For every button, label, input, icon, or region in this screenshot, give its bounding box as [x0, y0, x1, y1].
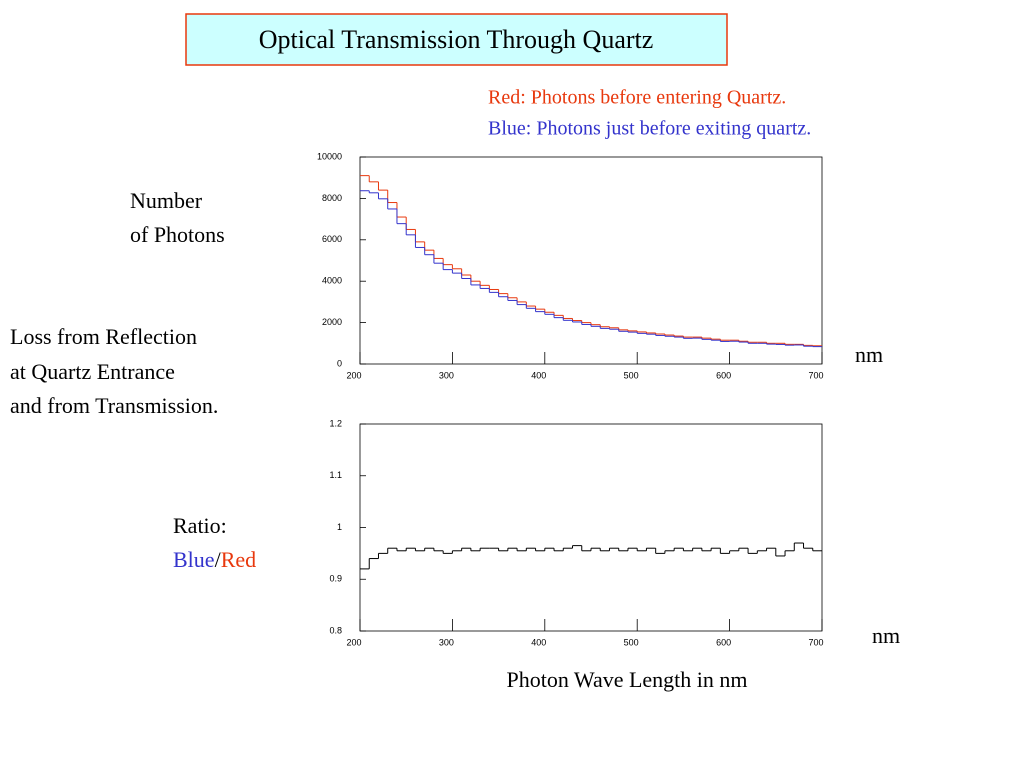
y-tick-label: 1 — [337, 522, 342, 532]
y-tick-label: 0 — [337, 358, 342, 368]
x-label: Photon Wave Length in nm — [506, 667, 747, 692]
x-tick-label: 300 — [439, 637, 454, 647]
y-tick-label: 8000 — [322, 193, 342, 203]
annotation: Loss from Reflection — [10, 324, 197, 349]
legend-red: Red: Photons before entering Quartz. — [488, 87, 786, 109]
annotation: and from Transmission. — [10, 393, 218, 418]
x-tick-label: 200 — [346, 637, 361, 647]
title-box — [185, 13, 728, 66]
x-tick-label: 300 — [439, 370, 454, 380]
y-tick-label: 1.2 — [329, 418, 342, 428]
y-tick-label: 4000 — [322, 276, 342, 286]
x-tick-label: 700 — [808, 370, 823, 380]
y-tick-label: 6000 — [322, 234, 342, 244]
x-tick-label: 700 — [808, 637, 823, 647]
plot-frame — [359, 156, 823, 365]
legend-blue: Blue: Photons just before exiting quartz… — [488, 118, 811, 140]
x-tick-label: 600 — [716, 370, 731, 380]
y-tick-label: 2000 — [322, 317, 342, 327]
y-label: Ratio: — [173, 513, 227, 538]
y-tick-label: 10000 — [317, 151, 342, 161]
x-tick-label: 500 — [624, 637, 639, 647]
title: Optical Transmission Through Quartz — [259, 25, 654, 54]
x-tick-label: 400 — [531, 370, 546, 380]
y-label-ratio: Blue/Red — [173, 547, 256, 572]
x-unit: nm — [855, 342, 883, 367]
ratio-part: Blue — [173, 547, 215, 572]
y-label: of Photons — [130, 222, 225, 247]
ratio-part: Red — [221, 547, 256, 572]
ratio-part: / — [215, 547, 222, 572]
annotation: at Quartz Entrance — [10, 359, 175, 384]
y-tick-label: 0.8 — [329, 625, 342, 635]
x-tick-label: 500 — [624, 370, 639, 380]
plot-frame — [359, 423, 823, 632]
y-label: Number — [130, 188, 203, 213]
y-tick-label: 0.9 — [329, 574, 342, 584]
x-tick-label: 400 — [531, 637, 546, 647]
x-tick-label: 600 — [716, 637, 731, 647]
x-tick-label: 200 — [346, 370, 361, 380]
y-tick-label: 1.1 — [329, 470, 342, 480]
x-unit: nm — [872, 623, 900, 648]
